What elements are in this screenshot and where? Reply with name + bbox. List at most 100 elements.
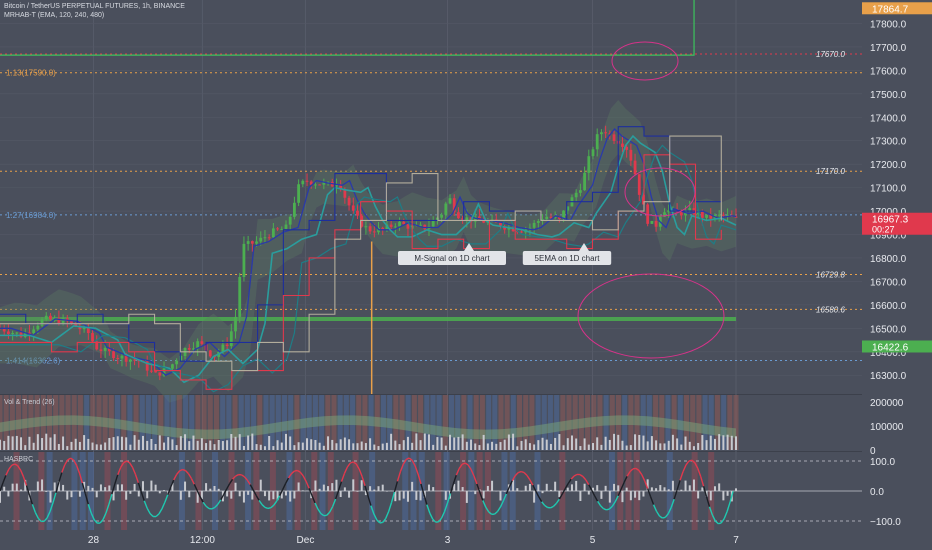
osc-line	[387, 502, 393, 512]
osc-line	[611, 501, 616, 507]
osc-bar	[78, 491, 81, 497]
volume-bar	[575, 438, 578, 450]
osc-bar	[335, 479, 338, 491]
osc-bar	[465, 491, 468, 503]
osc-line	[146, 507, 151, 515]
volume-bar	[99, 444, 102, 450]
osc-line	[120, 462, 125, 468]
osc-bar	[701, 487, 704, 491]
trend-band	[727, 395, 733, 450]
osc-line	[496, 506, 502, 512]
candle-up	[271, 228, 275, 238]
osc-bar	[486, 485, 489, 491]
candle-up	[192, 348, 195, 350]
osc-line	[70, 457, 74, 461]
osc-bar	[217, 488, 220, 491]
step-line-blue	[0, 126, 722, 362]
trend-band	[201, 395, 207, 450]
osc-line	[517, 470, 522, 474]
price-badge-label: 17864.7	[872, 4, 909, 15]
osc-bar	[141, 481, 144, 491]
osc-line	[361, 476, 366, 487]
volume-bar	[192, 435, 195, 450]
osc-line	[249, 484, 254, 491]
candle-up	[419, 224, 422, 226]
osc-line	[302, 475, 307, 482]
candle-down	[318, 184, 322, 186]
osc-line	[81, 482, 87, 495]
osc-line	[0, 482, 4, 492]
price-tick-label: 16700.0	[870, 277, 907, 288]
volume-bar	[306, 438, 309, 450]
osc-line	[11, 463, 15, 466]
trend-band	[418, 395, 424, 450]
osc-bar	[293, 491, 296, 499]
candle-down	[389, 224, 393, 227]
osc-bar	[57, 481, 60, 491]
volume-bar	[158, 435, 161, 450]
candle-up	[314, 184, 317, 186]
osc-bar	[184, 481, 187, 491]
trend-band	[696, 395, 702, 450]
candle-up	[574, 192, 578, 198]
osc-line	[558, 493, 563, 500]
volume-bar	[558, 434, 561, 450]
volume-bar	[545, 439, 548, 450]
osc-line	[470, 469, 475, 477]
osc-line	[718, 522, 722, 525]
candle-down	[625, 146, 629, 150]
volume-bar	[596, 437, 599, 450]
osc-bar	[280, 491, 283, 499]
price-axis[interactable]: 16300.0 16400.0 16500.0 16600.0 16700.0 16800…	[862, 0, 932, 550]
osc-bar	[247, 491, 250, 495]
trend-band	[547, 395, 553, 450]
volume-pane	[0, 395, 739, 450]
osc-line	[532, 484, 537, 492]
volume-bar	[301, 442, 304, 450]
osc-line	[461, 462, 466, 465]
callout-box	[398, 251, 506, 265]
indicator-title: MRHAB-T (EMA, 120, 240, 480)	[4, 12, 105, 19]
price-badge: 17864.7	[862, 2, 932, 15]
osc-line	[131, 467, 137, 475]
time-axis[interactable]: 28 12:00 Dec 3 5 7	[0, 530, 932, 550]
volume-bar	[11, 436, 14, 450]
osc-line	[2, 475, 7, 484]
osc-bar	[516, 488, 519, 491]
candle-down	[309, 181, 313, 185]
volume-bar	[289, 436, 292, 450]
osc-line	[8, 464, 13, 470]
candle-down	[305, 180, 309, 182]
candle-down	[557, 217, 561, 219]
osc-line	[679, 471, 684, 481]
candle-up	[162, 368, 166, 376]
callout: 5EMA on 1D chart	[522, 243, 612, 265]
osc-line	[405, 457, 410, 461]
volume-bar	[587, 444, 590, 450]
osc-line	[505, 486, 510, 495]
osc-bar	[432, 487, 435, 491]
osc-line	[526, 475, 531, 481]
price-badge-label: 16967.3	[872, 215, 909, 226]
osc-line	[19, 469, 25, 478]
osc-bar	[629, 491, 632, 501]
osc-bar	[541, 491, 544, 494]
volume-bar	[255, 444, 258, 450]
osc-bar	[457, 480, 460, 491]
callout-text: 5EMA on 1D chart	[535, 254, 601, 263]
volume-bar	[171, 439, 174, 450]
price-tick-label: 17100.0	[870, 184, 907, 195]
volume-bar	[263, 446, 266, 450]
candle-down	[499, 222, 502, 227]
candle-down	[511, 227, 515, 232]
time-tick-label: Dec	[297, 535, 315, 546]
trend-band	[263, 395, 269, 450]
osc-bar	[663, 487, 666, 491]
osc-line	[373, 513, 378, 521]
osc-line	[544, 504, 548, 509]
osc-line	[429, 512, 434, 520]
osc-line	[582, 476, 587, 481]
osc-bar	[680, 489, 683, 491]
osc-bar	[406, 491, 409, 502]
